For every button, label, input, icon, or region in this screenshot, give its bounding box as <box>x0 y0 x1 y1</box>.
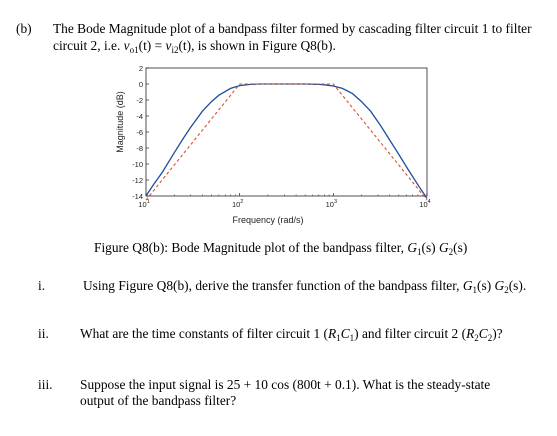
q2-c1-sub: 1 <box>349 333 355 343</box>
q2-c2-sub: 2 <box>487 333 493 343</box>
line2-suffix: , is shown in Figure Q8(b). <box>191 38 336 53</box>
question-iii-number: iii. <box>38 377 53 392</box>
caption-s2: (s) <box>453 240 468 255</box>
x-tick-label: 101 <box>138 199 149 209</box>
part-label: (b) <box>16 21 32 36</box>
caption-prefix: Figure Q8(b): Bode Magnitude plot of the… <box>94 240 408 255</box>
x-axis-label: Frequency (rad/s) <box>232 215 303 225</box>
q1-g2: G <box>494 278 505 293</box>
y-tick-label: -4 <box>136 112 143 121</box>
part-intro-line-2: circuit 2, i.e. vo1(t) = vi2(t), is show… <box>53 37 336 59</box>
question-i-number: i. <box>38 278 46 293</box>
q2-c1: C <box>340 326 350 341</box>
x-tick-label: 102 <box>232 199 243 209</box>
q2-r1-sub: 1 <box>336 333 341 343</box>
q2-suffix: )? <box>492 326 503 341</box>
caption-g1-sub: 1 <box>417 247 422 257</box>
y-tick-label: -14 <box>132 192 143 201</box>
x-tick-label: 103 <box>326 199 337 209</box>
q2-r1: R <box>328 326 337 341</box>
question-i-text: Using Figure Q8(b), derive the transfer … <box>83 277 526 299</box>
q1-prefix: Using Figure Q8(b), derive the transfer … <box>83 278 463 293</box>
x-tick-label: 104 <box>419 199 430 209</box>
y-tick-label: 0 <box>139 80 143 89</box>
q1-g2-sub: 2 <box>504 285 509 295</box>
q2-c2: C <box>478 326 488 341</box>
q1-g1-sub: 1 <box>472 285 478 295</box>
question-ii-number: ii. <box>38 326 49 341</box>
caption-g2: G <box>439 240 449 255</box>
part-intro-line-1: The Bode Magnitude plot of a bandpass fi… <box>53 21 532 36</box>
line2-prefix: circuit 2, i.e. <box>53 38 124 53</box>
y-tick-label: -6 <box>136 128 143 137</box>
q2-r2-sub: 2 <box>474 333 479 343</box>
caption-s1: (s) <box>421 240 439 255</box>
question-ii-text: What are the time constants of filter ci… <box>80 325 503 347</box>
y-tick-label: -10 <box>132 160 143 169</box>
y-tick-label: -2 <box>136 96 143 105</box>
y-axis-label: Magnitude (dB) <box>115 91 125 153</box>
plot-frame <box>145 67 428 197</box>
q1-g1: G <box>462 278 473 293</box>
y-tick-label: -12 <box>132 176 143 185</box>
eq-arg: (t) <box>138 38 152 53</box>
eq-lhs-sub: o1 <box>129 45 139 55</box>
y-tick-label: 2 <box>139 64 143 73</box>
eq-rhs-sub: i2 <box>171 45 179 55</box>
eq-lhs: v <box>123 38 130 53</box>
q2-r2: R <box>466 326 475 341</box>
q1-s1: (s) <box>477 278 495 293</box>
caption-g1: G <box>407 240 418 255</box>
eq-arg-2: (t) <box>178 38 192 53</box>
eq-equals: = <box>151 38 166 53</box>
q2-prefix: What are the time constants of filter ci… <box>80 326 329 341</box>
figure-caption: Figure Q8(b): Bode Magnitude plot of the… <box>94 239 467 261</box>
eq-rhs: v <box>165 38 172 53</box>
question-iii-line-2: output of the bandpass filter? <box>80 393 237 408</box>
plot-area <box>145 67 428 197</box>
y-tick-label: -8 <box>136 144 143 153</box>
q1-s2: (s). <box>508 278 527 293</box>
q2-mid: ) and filter circuit 2 ( <box>354 326 467 341</box>
question-iii-line-1: Suppose the input signal is 25 + 10 cos … <box>80 377 491 392</box>
caption-g2-sub: 2 <box>448 247 454 257</box>
